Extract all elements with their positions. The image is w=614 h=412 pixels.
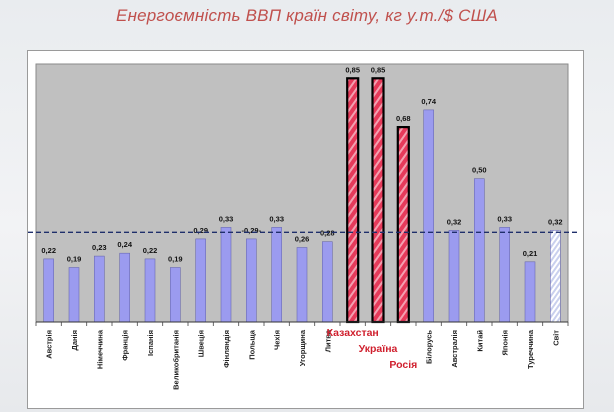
value-labels-group: 0,22 0,19 0,23 0,24 0,22 0,19 0,29 0,33 -0,29- 0,… <box>41 65 562 263</box>
category-label-швеція: Швеція <box>197 330 206 357</box>
category-labels-group: Австрія Данія Німеччина Франція Іспанія Велик… <box>45 327 561 390</box>
category-label-росія: Росія <box>389 359 417 371</box>
value-label-польща: -0,29- <box>242 226 262 235</box>
bar-данія <box>68 267 80 323</box>
chart-title: Енергоємність ВВП країн світу, кг у.т./$… <box>116 6 498 25</box>
bar-україна <box>371 77 385 324</box>
category-label-україна: Україна <box>359 343 398 355</box>
value-label-швеція: 0,29 <box>193 226 208 235</box>
category-label-польща: Польща <box>247 329 256 360</box>
value-label-австралія: 0,32 <box>447 217 462 226</box>
value-label-іспанія: 0,22 <box>143 246 158 255</box>
bar-німеччина <box>94 255 105 323</box>
bar-японія <box>499 227 511 323</box>
bar-великобританія <box>170 267 181 323</box>
bar-білорусь <box>423 109 435 323</box>
bar-польща <box>246 238 257 323</box>
value-label-чехія: 0,33 <box>269 214 284 223</box>
value-label-великобританія: 0,19 <box>168 255 183 264</box>
value-label-казахстан: 0,85 <box>345 65 360 74</box>
bar-іспанія <box>144 258 156 323</box>
value-label-угорщина: 0,26 <box>295 235 310 244</box>
bar-світ <box>549 230 561 323</box>
category-label-литва: Литва <box>323 329 332 352</box>
bar-фінляндія <box>220 227 232 323</box>
bar-китай <box>473 178 485 323</box>
category-label-великобританія: Великобританія <box>171 330 180 390</box>
category-label-австралія: Австралія <box>450 330 459 368</box>
value-label-китай: 0,50 <box>472 166 487 175</box>
value-label-туреччина: 0,21 <box>523 249 538 258</box>
bar-угорщина <box>296 247 308 323</box>
value-label-світ: 0,32 <box>548 217 563 226</box>
bar-франція <box>119 252 130 323</box>
category-label-японія: Японія <box>501 330 510 356</box>
bar-казахстан <box>346 77 360 324</box>
bar-литва <box>321 241 333 323</box>
category-label-чехія: Чехія <box>273 330 282 350</box>
value-label-фінляндія: 0,33 <box>219 214 234 223</box>
category-label-світ: Світ <box>551 330 560 346</box>
category-label-австрія: Австрія <box>45 330 54 359</box>
category-label-білорусь: Білорусь <box>425 330 434 364</box>
bar-туреччина <box>524 261 536 323</box>
category-label-туреччина: Туреччина <box>526 329 535 369</box>
value-label-данія: 0,19 <box>67 255 82 264</box>
category-label-угорщина: Угорщина <box>298 329 307 366</box>
category-label-китай: Китай <box>475 330 484 352</box>
bar-чехія <box>271 227 283 323</box>
category-label-іспанія: Іспанія <box>146 330 155 356</box>
category-label-німеччина: Німеччина <box>95 329 104 369</box>
category-label-данія: Данія <box>70 330 79 351</box>
value-label-литва: 0,28 <box>320 229 335 238</box>
x-axis-ticks-group <box>35 322 569 326</box>
category-label-фінляндія: Фінляндія <box>222 330 231 368</box>
value-label-німеччина: 0,23 <box>92 243 107 252</box>
bar-австралія <box>448 230 460 323</box>
value-label-білорусь: 0,74 <box>421 97 436 106</box>
value-label-австрія: 0,22 <box>41 246 56 255</box>
value-label-україна: 0,85 <box>371 65 386 74</box>
bar-росія <box>396 125 410 324</box>
value-label-франція: 0,24 <box>117 240 132 249</box>
value-label-японія: 0,33 <box>497 214 512 223</box>
category-label-казахстан: Казахстан <box>327 327 379 339</box>
bar-швеція <box>195 238 206 323</box>
value-label-росія: 0,68 <box>396 114 411 123</box>
bar-австрія <box>43 258 55 323</box>
bars-group <box>43 77 561 324</box>
category-label-франція: Франція <box>121 330 130 361</box>
